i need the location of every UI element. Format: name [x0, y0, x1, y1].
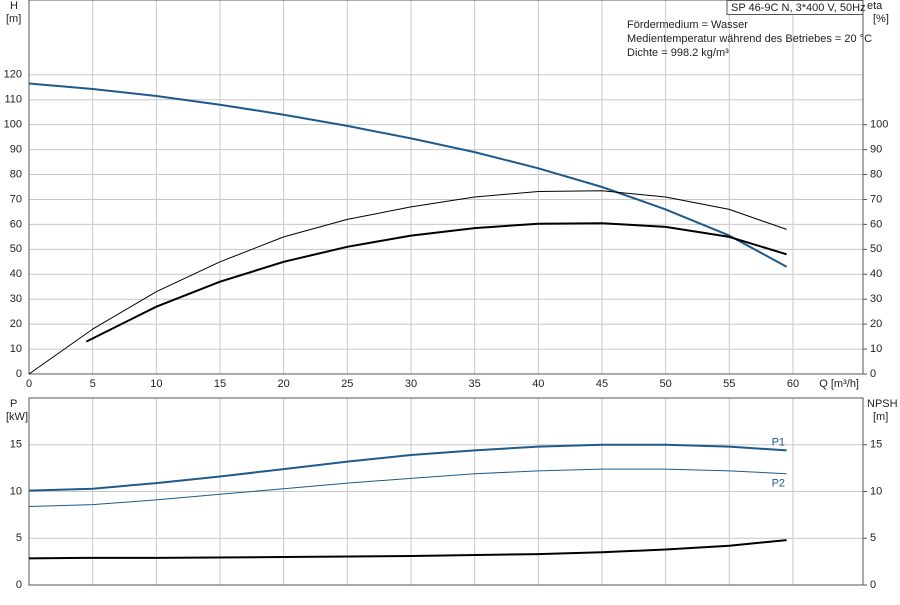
- x-tick-label: 50: [660, 378, 672, 390]
- y2-axis-label: eta: [867, 0, 883, 12]
- x-tick-label: 10: [150, 378, 162, 390]
- y-tick-label: 5: [16, 532, 22, 544]
- series-label: P1: [772, 436, 785, 448]
- annotation: Fördermedium = Wasser: [627, 19, 748, 31]
- y-tick-label: 0: [16, 579, 22, 591]
- chart-title: SP 46-9C N, 3*400 V, 50Hz: [731, 2, 866, 14]
- y2-tick-label: 10: [870, 343, 882, 355]
- y-axis-label: H: [10, 0, 18, 12]
- curve: [28, 190, 787, 375]
- y2-tick-label: 0: [870, 579, 876, 591]
- y-axis-label: P: [10, 398, 17, 410]
- y2-tick-label: 15: [870, 439, 882, 451]
- curve: [28, 539, 787, 560]
- x-axis-label: Q [m³/h]: [819, 378, 859, 390]
- y-tick-label: 10: [10, 485, 22, 497]
- curve: [28, 468, 787, 507]
- y2-tick-label: 100: [870, 119, 888, 131]
- title-box: [726, 0, 864, 15]
- x-tick-label: 60: [787, 378, 799, 390]
- curve: [28, 443, 787, 492]
- y-tick-label: 80: [10, 168, 22, 180]
- y2-tick-label: 70: [870, 193, 882, 205]
- y-tick-label: 20: [10, 318, 22, 330]
- y-axis-unit: [kW]: [6, 411, 28, 423]
- curve: [28, 82, 788, 268]
- y-tick-label: 10: [10, 343, 22, 355]
- y2-tick-label: 60: [870, 218, 882, 230]
- y-tick-label: 40: [10, 268, 22, 280]
- y-tick-label: 120: [4, 69, 22, 81]
- x-tick-label: 40: [532, 378, 544, 390]
- y-tick-label: 90: [10, 144, 22, 156]
- y-tick-label: 100: [4, 119, 22, 131]
- y-tick-label: 60: [10, 218, 22, 230]
- x-tick-label: 25: [341, 378, 353, 390]
- y-axis-unit: [m]: [6, 13, 21, 25]
- series-label: P2: [772, 478, 785, 490]
- y2-tick-label: 0: [870, 368, 876, 380]
- x-tick-label: 15: [214, 378, 226, 390]
- y2-axis-label: NPSH: [867, 398, 898, 410]
- curve: [85, 222, 787, 343]
- y2-tick-label: 5: [870, 532, 876, 544]
- y2-tick-label: 40: [870, 268, 882, 280]
- x-tick-label: 30: [405, 378, 417, 390]
- x-tick-label: 5: [90, 378, 96, 390]
- annotation: Dichte = 998.2 kg/m³: [627, 47, 729, 59]
- y2-tick-label: 10: [870, 485, 882, 497]
- x-tick-label: 55: [723, 378, 735, 390]
- y2-tick-label: 50: [870, 243, 882, 255]
- y-tick-label: 110: [4, 94, 22, 106]
- x-tick-label: 45: [596, 378, 608, 390]
- y2-axis-unit: [m]: [873, 411, 888, 423]
- y-tick-label: 0: [16, 368, 22, 380]
- x-tick-label: 0: [26, 378, 32, 390]
- x-tick-label: 35: [469, 378, 481, 390]
- plot-frame: [28, 0, 864, 375]
- y2-axis-unit: [%]: [873, 13, 889, 25]
- y2-tick-label: 20: [870, 318, 882, 330]
- y-tick-label: 30: [10, 293, 22, 305]
- y-tick-label: 70: [10, 193, 22, 205]
- y-tick-label: 15: [10, 439, 22, 451]
- y-tick-label: 50: [10, 243, 22, 255]
- y2-tick-label: 90: [870, 144, 882, 156]
- annotation: Medientemperatur während des Betriebes =…: [627, 33, 872, 45]
- x-tick-label: 20: [278, 378, 290, 390]
- plot-frame: [28, 397, 864, 586]
- y2-tick-label: 30: [870, 293, 882, 305]
- y2-tick-label: 80: [870, 168, 882, 180]
